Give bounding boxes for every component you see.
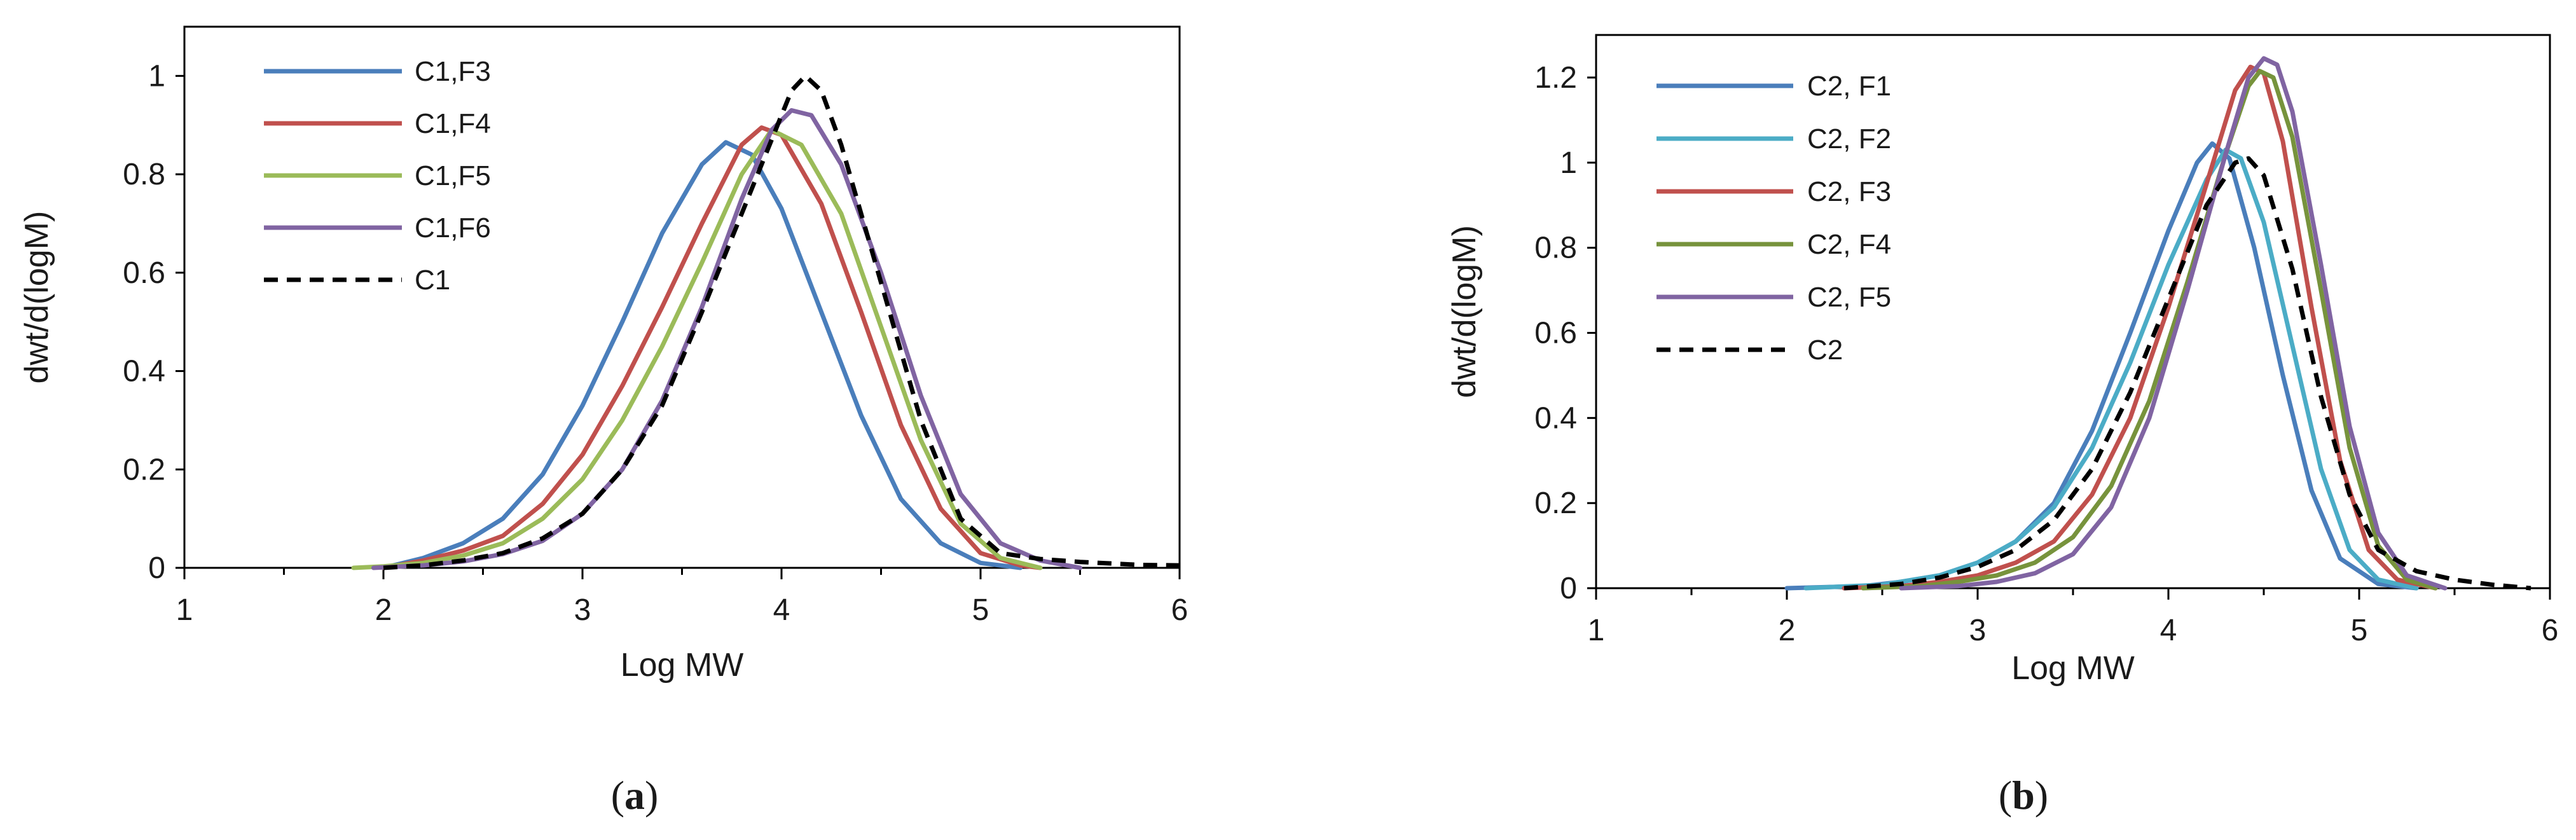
chart-panel-a: 0 0.2 0.4 0.6 0.8 1 1 2 3 4 5 6 C1,F3 C1,F4 C1,F5 C1,F6…	[18, 25, 1188, 818]
series-line-c1	[383, 73, 1180, 570]
x-tick-label: 5	[2351, 614, 2368, 647]
legend-label: C1,F4	[415, 108, 491, 139]
x-tick-label: 4	[773, 593, 790, 627]
y-tick-label: 0.2	[1534, 486, 1577, 520]
x-tick-label: 1	[176, 593, 193, 627]
series-line-c2-f2	[1803, 148, 2419, 591]
x-tick-label: 3	[1969, 614, 1987, 647]
legend-label: C2, F5	[1807, 282, 1891, 313]
x-tick-label: 1	[1588, 614, 1605, 647]
x-tick-label: 3	[574, 593, 591, 627]
y-tick-label: 1	[148, 59, 165, 93]
series-line-c2	[1843, 156, 2531, 591]
y-tick-label: 0.8	[123, 158, 165, 191]
plot-area-frame	[183, 25, 1181, 569]
x-tick-label: 2	[375, 593, 392, 627]
series-line-c2-f4	[1861, 69, 2438, 591]
x-axis-title: Log MW	[2011, 650, 2135, 687]
panel-label: (b)	[1999, 773, 2048, 818]
y-tick-label: 0.4	[1534, 401, 1577, 435]
legend-label: C1	[415, 265, 450, 296]
y-tick-label: 0.6	[1534, 316, 1577, 350]
x-tick-label: 6	[2542, 614, 2559, 647]
panel-label: (a)	[611, 773, 659, 818]
x-tick-label: 5	[972, 593, 989, 627]
legend-label: C2	[1807, 334, 1843, 366]
x-tick-label: 2	[1779, 614, 1796, 647]
legend-label: C2, F2	[1807, 123, 1891, 155]
y-tick-label: 1.2	[1534, 61, 1577, 95]
y-tick-label: 0.6	[123, 256, 165, 290]
y-tick-label: 0	[148, 551, 165, 585]
y-tick-label: 0	[1560, 572, 1577, 605]
legend-label: C2, F4	[1807, 229, 1891, 260]
series-line-c1-f5	[351, 128, 1043, 570]
x-tick-label: 6	[1171, 593, 1188, 627]
series-line-c1-f3	[381, 140, 1023, 570]
y-tick-label: 0.8	[1534, 231, 1577, 265]
y-axis-title: dwt/d(logM)	[18, 211, 55, 384]
legend-label: C1,F3	[415, 56, 491, 87]
plot-area-frame	[1595, 34, 2551, 589]
legend-label: C1,F5	[415, 160, 491, 191]
legend-label: C2, F3	[1807, 176, 1891, 207]
y-tick-label: 1	[1560, 146, 1577, 180]
y-axis-title: dwt/d(logM)	[1446, 225, 1483, 398]
legend-label: C2, F1	[1807, 71, 1891, 102]
x-axis-title: Log MW	[621, 647, 744, 684]
x-tick-label: 4	[2160, 614, 2177, 647]
chart-panel-b: 0 0.2 0.4 0.6 0.8 1 1.2 1 2 3 4 5 6 C2, F1 C2, F2 C2, F…	[1446, 34, 2559, 818]
y-tick-label: 0.4	[123, 355, 165, 389]
y-tick-label: 0.2	[123, 453, 165, 486]
series-line-c1-f4	[381, 125, 1043, 570]
series-line-c2-f5	[1899, 56, 2448, 591]
series-line-c2-f3	[1842, 64, 2438, 591]
legend-label: C1,F6	[415, 212, 491, 244]
